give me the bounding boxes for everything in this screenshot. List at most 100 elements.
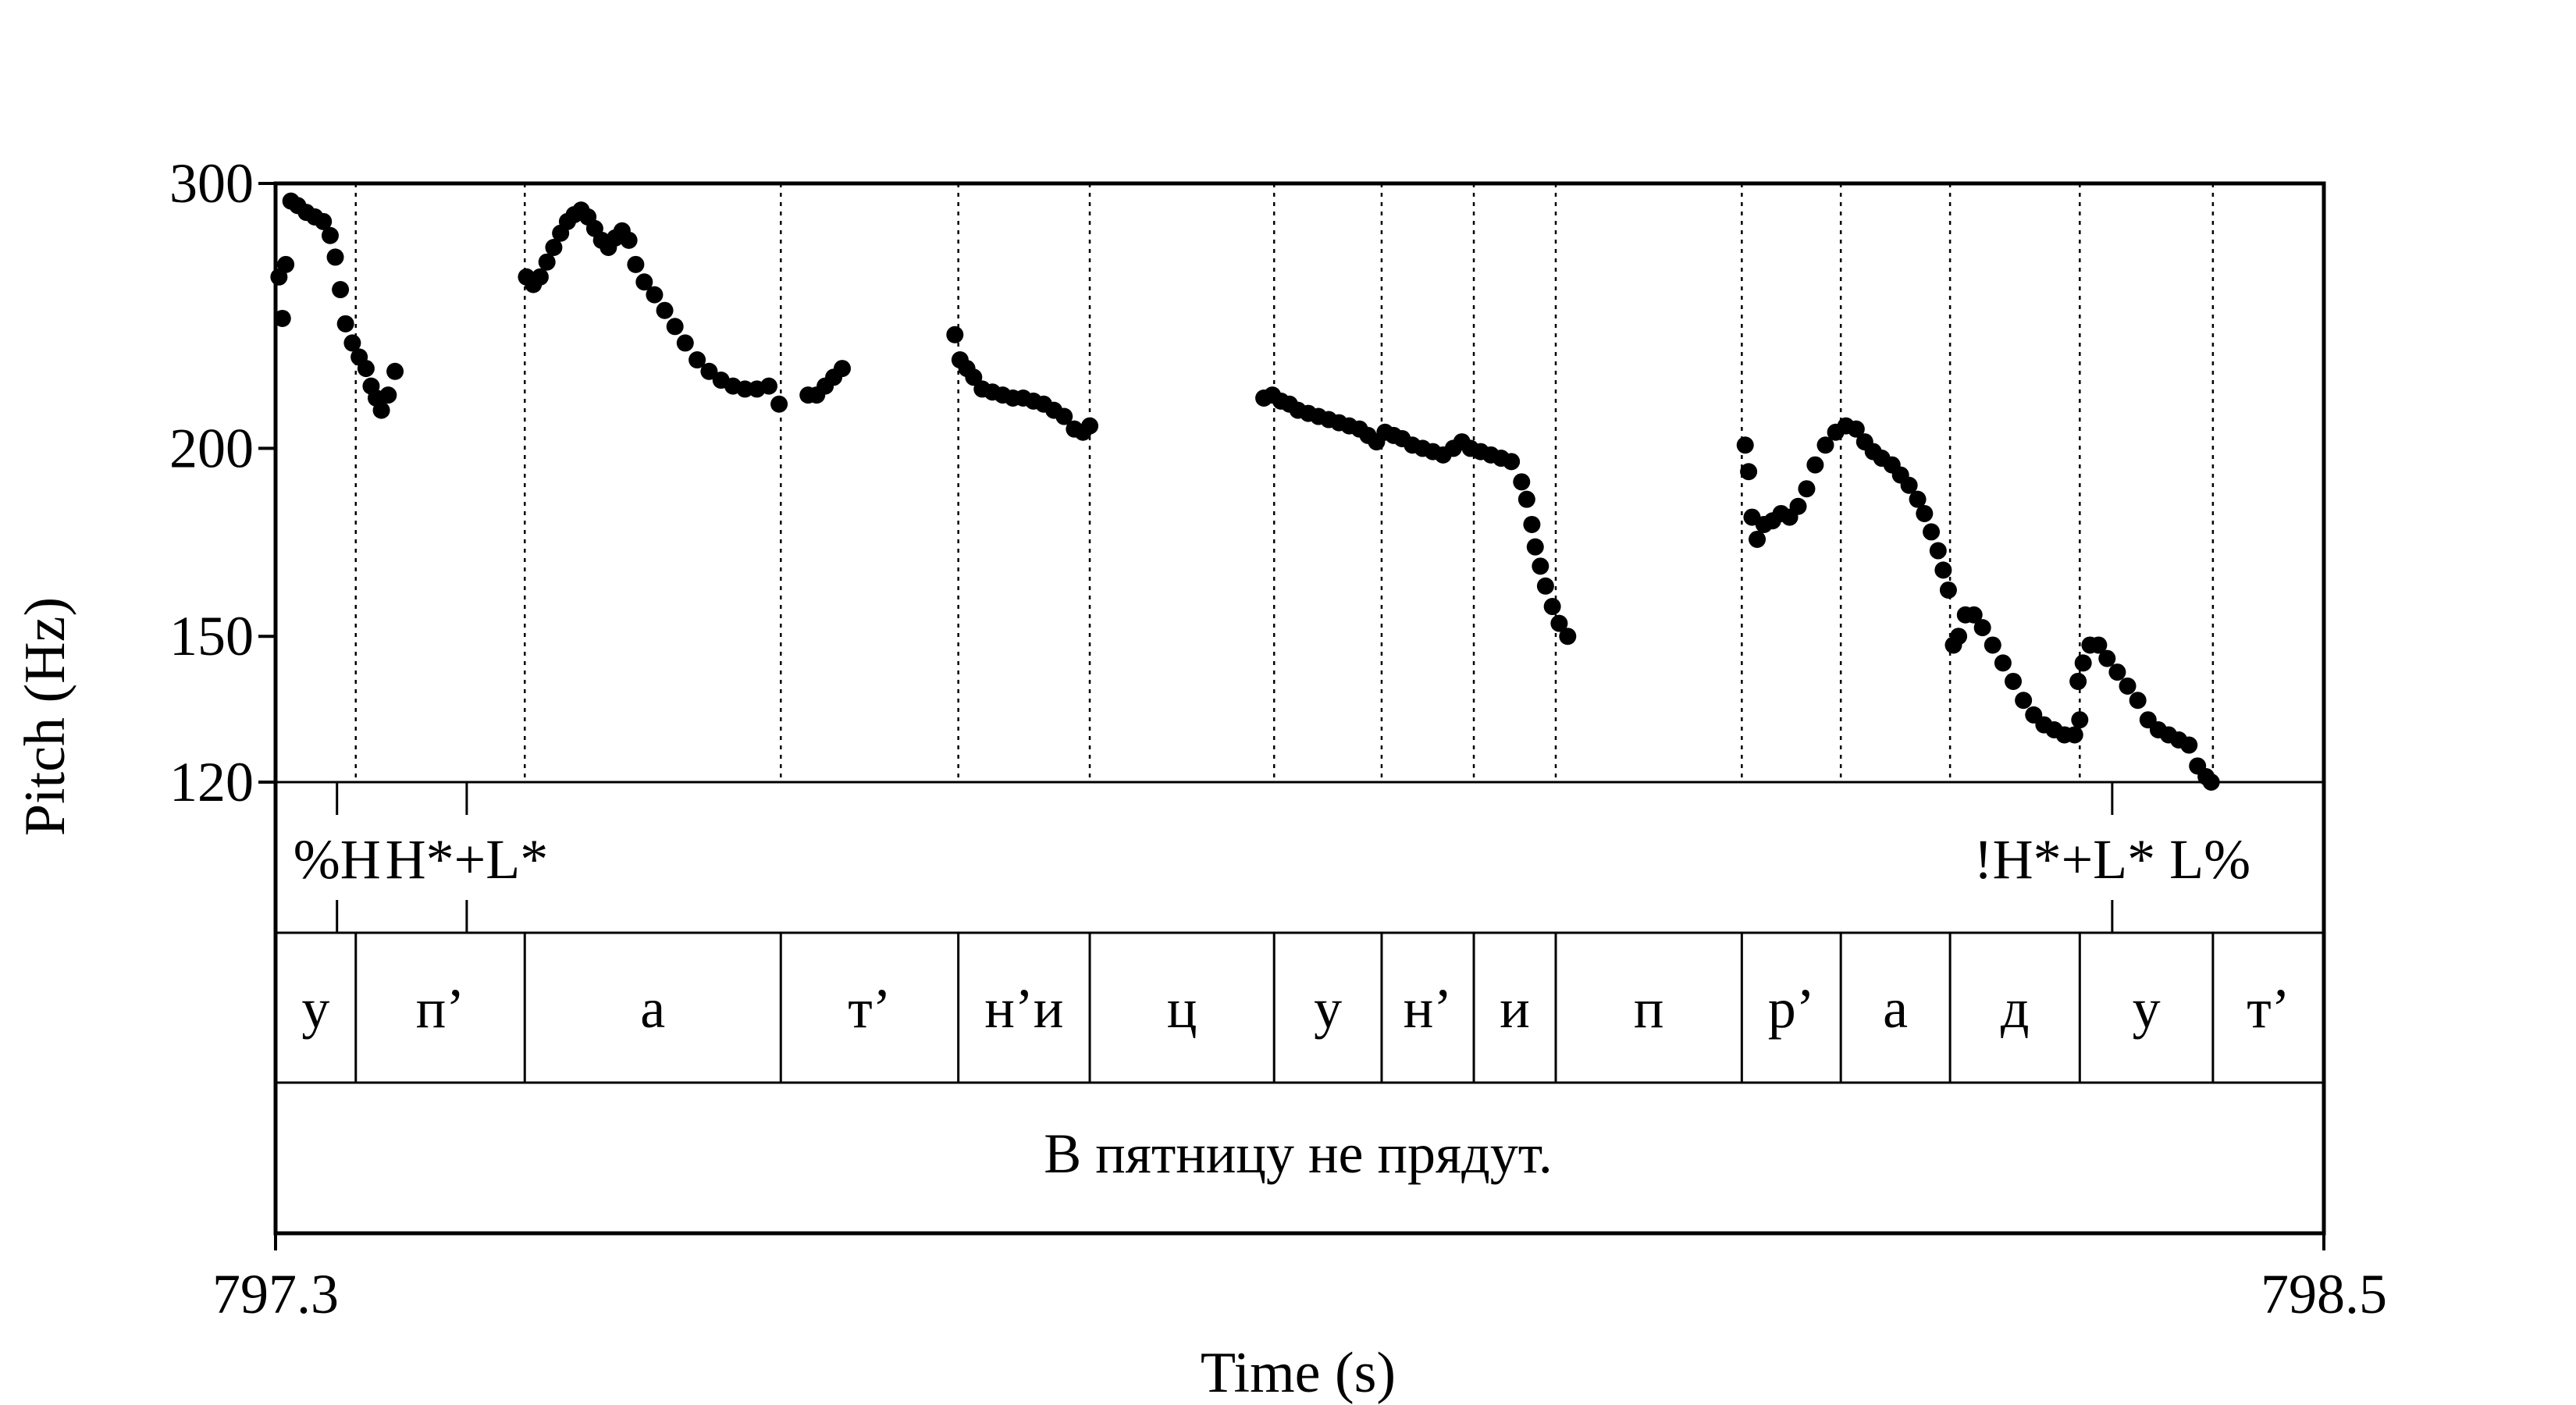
pitch-point	[315, 212, 333, 230]
segment-label: у	[1314, 977, 1342, 1040]
pitch-point	[343, 334, 361, 352]
pitch-point	[646, 286, 664, 304]
pitch-point	[1740, 463, 1758, 481]
x-axis-label: Time (s)	[1201, 1341, 1396, 1405]
y-tick-label: 300	[169, 152, 254, 215]
segment-label: д	[2001, 977, 2030, 1040]
pitch-point	[357, 360, 375, 378]
pitch-point	[1950, 628, 1968, 646]
pitch-point	[2098, 649, 2116, 667]
pitch-point	[1789, 497, 1807, 515]
pitch-point	[2108, 663, 2126, 681]
sentence-label: В пятницу не прядут.	[1044, 1122, 1553, 1185]
pitch-point	[1532, 557, 1550, 575]
x-tick-label: 797.3	[212, 1263, 339, 1325]
pitch-point	[770, 395, 788, 413]
pitch-point	[666, 318, 684, 336]
pitch-point	[1965, 606, 1983, 624]
pitch-point	[2005, 672, 2023, 690]
pitch-point	[1523, 515, 1541, 533]
pitch-point	[1736, 436, 1754, 454]
tone-label: H*+L*	[386, 828, 549, 891]
pitch-point	[1513, 473, 1531, 491]
pitch-point	[386, 362, 404, 380]
pitch-point	[379, 386, 397, 404]
tone-label: !H*+L* L%	[1974, 828, 2251, 891]
pitch-point	[1984, 636, 2001, 654]
pitch-point	[1081, 417, 1099, 435]
pitch-point	[545, 239, 563, 257]
x-tick-label: 798.5	[2261, 1263, 2387, 1325]
pitch-point	[372, 401, 390, 419]
pitch-point	[656, 301, 674, 319]
pitch-point	[1550, 614, 1568, 632]
pitch-point	[1916, 504, 1934, 522]
pitch-point	[273, 309, 291, 327]
pitch-point	[1806, 456, 1824, 474]
segment-label: н’	[1404, 977, 1453, 1040]
pitch-point	[2180, 736, 2198, 754]
pitch-point	[620, 231, 638, 249]
segment-label: а	[1883, 977, 1908, 1040]
pitch-point	[736, 380, 754, 398]
pitch-point	[2071, 711, 2089, 729]
y-tick-label: 200	[169, 417, 254, 479]
pitch-point	[760, 377, 777, 395]
segment-label: н’и	[984, 977, 1063, 1040]
pitch-point	[531, 268, 549, 286]
axis-ticks: 120 150 200 300 797.3 798.5	[169, 152, 2387, 1325]
pitch-point	[2129, 692, 2147, 710]
pitch-point	[538, 253, 556, 271]
pitch-point	[332, 281, 350, 299]
segment-label: и	[1500, 977, 1530, 1040]
pitch-point	[1536, 577, 1554, 595]
segment-label: т’	[2247, 977, 2290, 1040]
pitch-point	[2069, 672, 2087, 690]
pitch-point	[688, 351, 706, 369]
pitch-point	[700, 362, 718, 380]
pitch-point	[1994, 654, 2012, 672]
pitch-point	[1749, 530, 1767, 548]
segment-label: п’	[416, 977, 465, 1040]
pitch-point	[1055, 407, 1073, 425]
pitch-point	[1559, 628, 1577, 646]
pitch-point	[1939, 581, 1957, 599]
segment-label: у	[301, 977, 329, 1040]
segment-label: р’	[1768, 977, 1815, 1040]
pitch-point	[1798, 480, 1816, 498]
pitch-point	[1934, 561, 1952, 579]
pitch-point	[627, 255, 645, 273]
pitch-point	[1503, 453, 1521, 471]
pitch-point	[2015, 692, 2033, 710]
pitch-point	[1973, 619, 1991, 637]
segment-label: у	[2133, 977, 2161, 1040]
segment-label: т’	[848, 977, 891, 1040]
pitch-point	[2074, 654, 2092, 672]
pitch-points	[270, 192, 2220, 791]
pitch-point	[1816, 436, 1834, 454]
annotation-tiers: %H H*+L* !H*+L* L%у п’ а т’ н’и ц у н’ и п р’ а д у т’	[276, 781, 2324, 1084]
pitch-point	[1900, 476, 1918, 494]
segment-label: а	[640, 977, 665, 1040]
plot-frame	[273, 181, 2326, 1236]
pitch-point	[1847, 420, 1865, 438]
y-axis-label: Pitch (Hz)	[13, 597, 77, 836]
pitch-point	[1909, 490, 1927, 508]
y-tick-label: 120	[169, 751, 254, 813]
segment-label: п	[1634, 977, 1664, 1040]
pitch-point	[2119, 677, 2137, 695]
pitch-point	[946, 325, 964, 343]
segment-label: ц	[1167, 977, 1197, 1040]
pitch-point	[2090, 636, 2108, 654]
segment-boundary-lines	[354, 183, 2215, 782]
pitch-point	[635, 273, 653, 291]
pitch-point	[2065, 726, 2083, 744]
pitch-point	[1543, 598, 1561, 616]
pitch-point	[1923, 523, 1941, 541]
pitch-point	[965, 368, 983, 386]
pitch-point	[676, 334, 694, 352]
pitch-point	[321, 226, 339, 244]
pitch-point	[1517, 490, 1535, 508]
pitch-point	[833, 360, 851, 378]
